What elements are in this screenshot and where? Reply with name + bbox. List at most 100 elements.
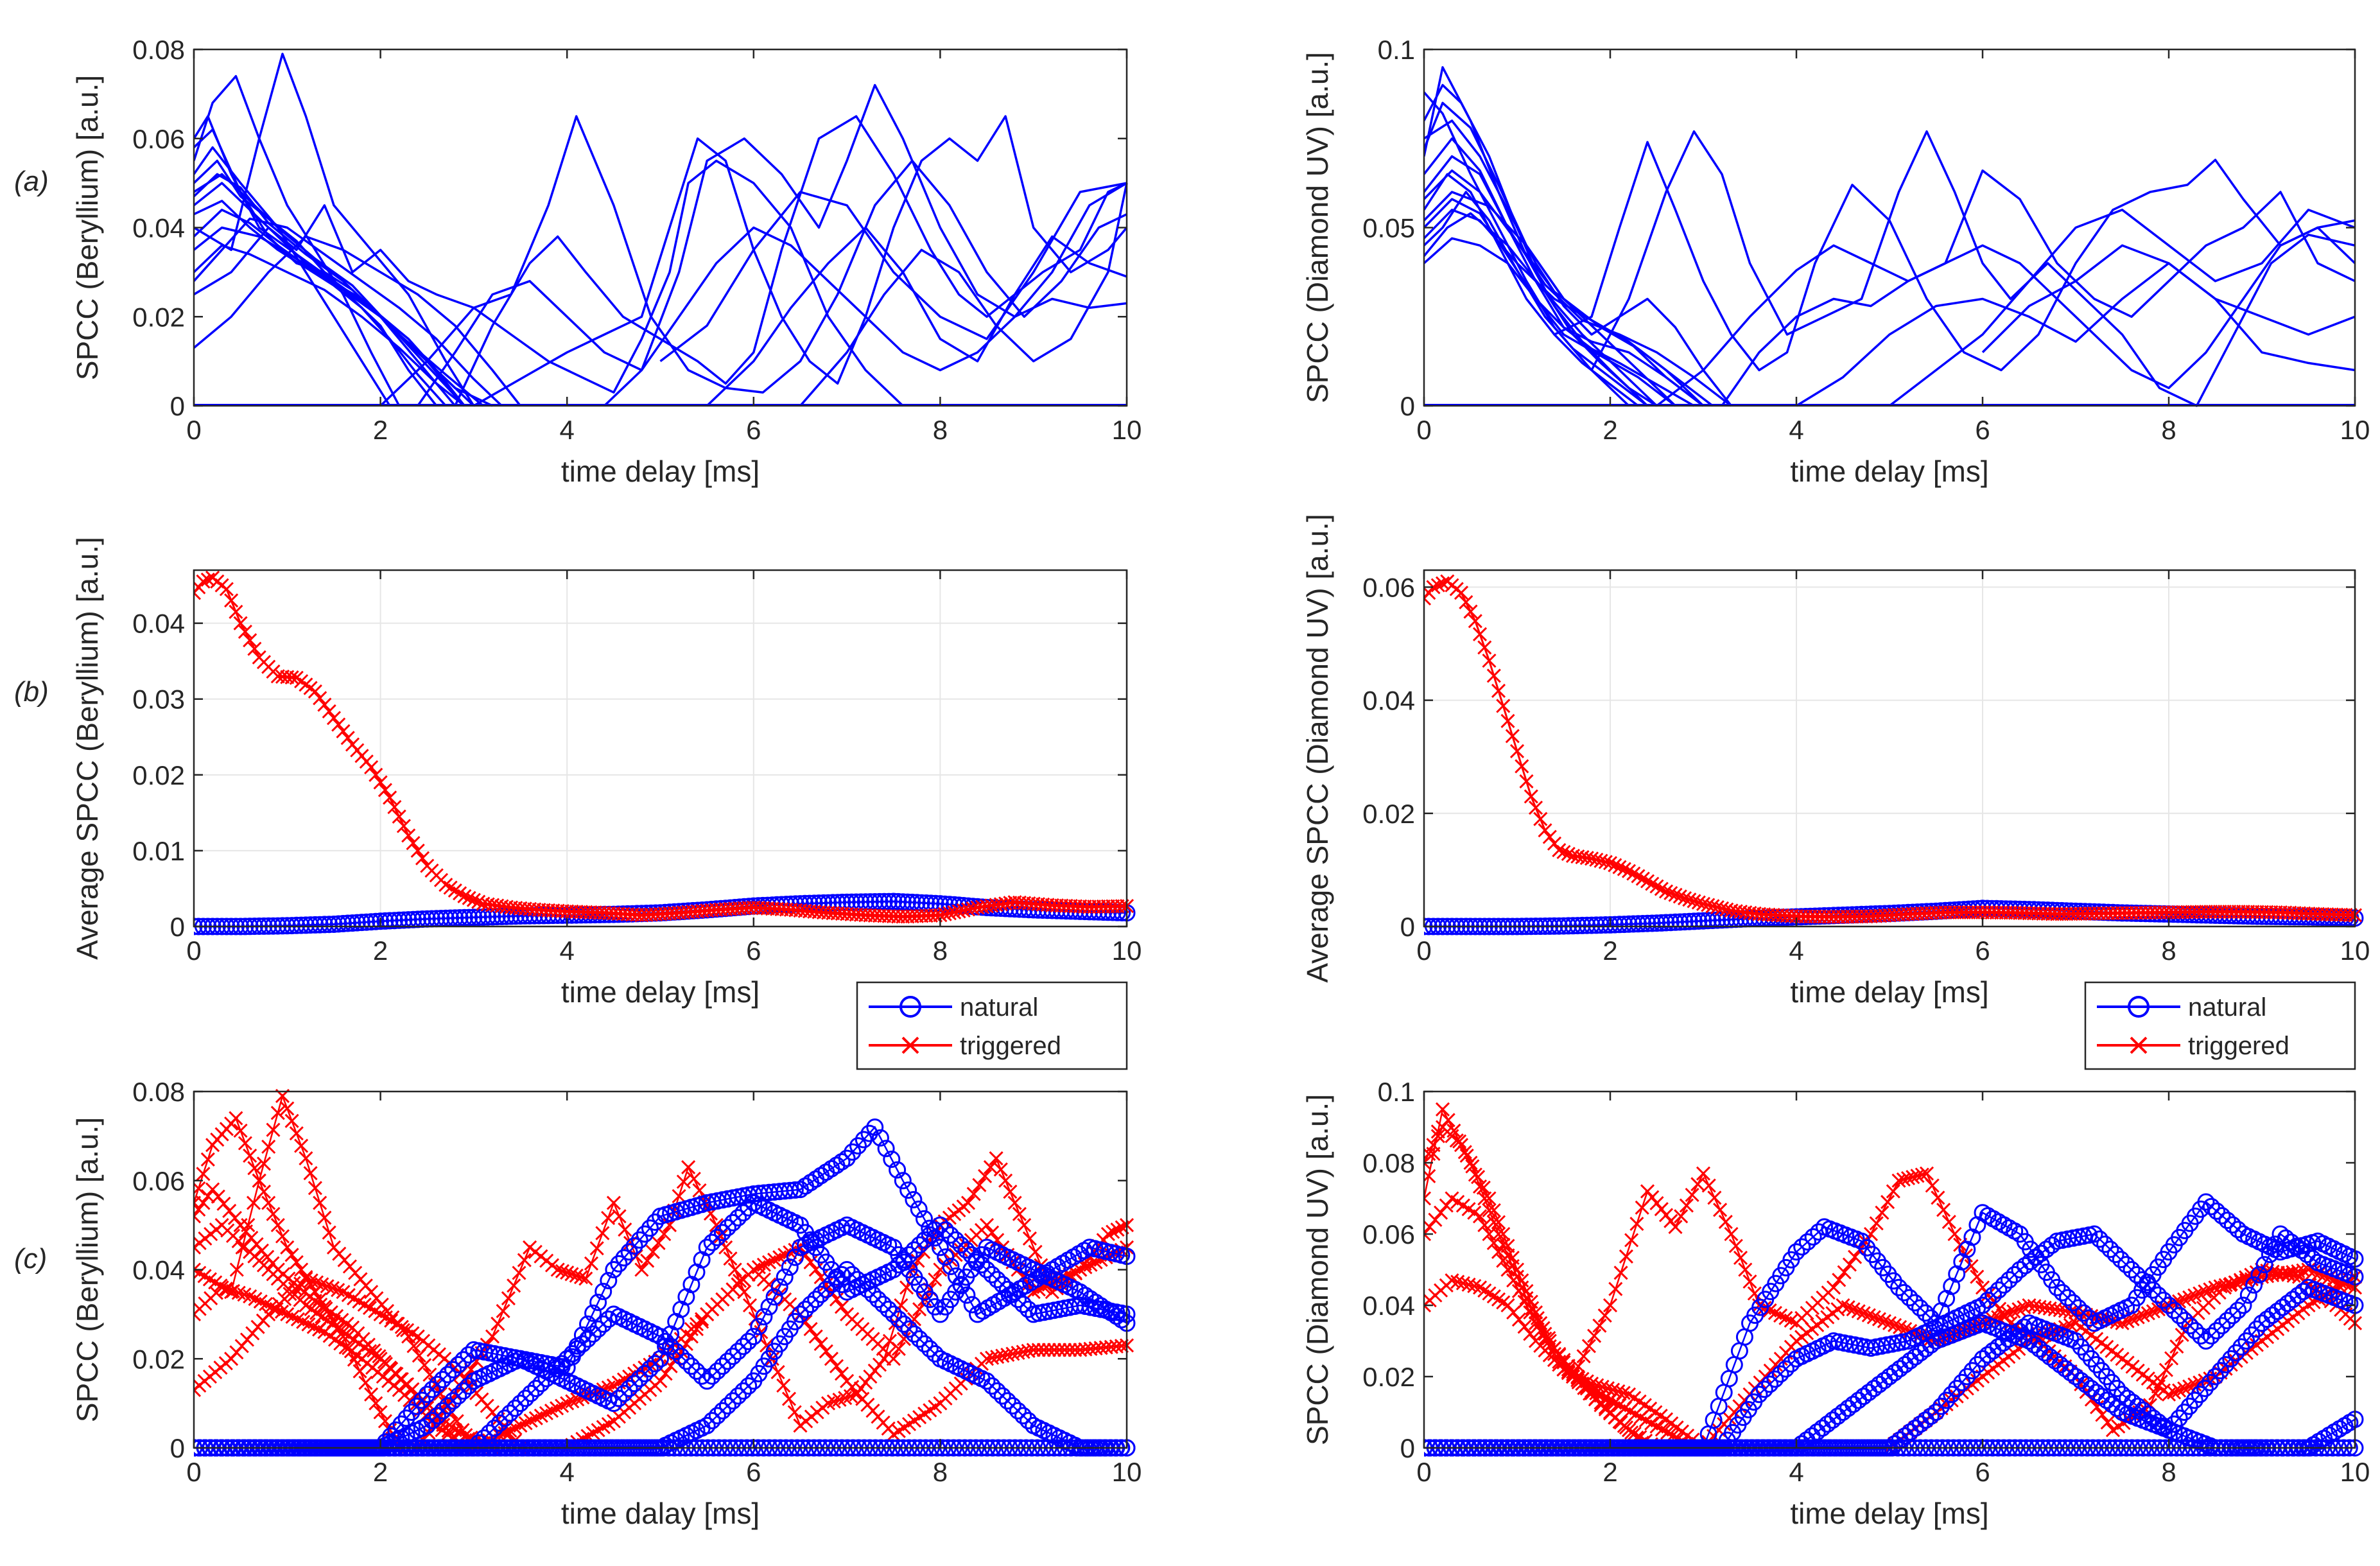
natural-marker xyxy=(937,1221,954,1239)
triggered-marker xyxy=(1468,1167,1482,1182)
triggered-marker xyxy=(1687,894,1701,909)
triggered-marker xyxy=(560,1396,575,1411)
triggered-marker xyxy=(227,1210,242,1226)
triggered-marker xyxy=(1441,1113,1455,1127)
natural-marker xyxy=(667,1343,685,1361)
natural-marker xyxy=(1113,1310,1131,1328)
natural-marker xyxy=(2155,1417,2173,1435)
triggered-marker xyxy=(1486,668,1501,683)
natural-marker xyxy=(1943,1386,1961,1404)
triggered-marker xyxy=(653,1373,668,1388)
triggered-marker xyxy=(1613,1266,1628,1280)
triggered-marker xyxy=(1509,744,1525,758)
natural-marker xyxy=(428,1375,446,1393)
triggered-marker xyxy=(1523,1327,1538,1341)
legend-item-natural: natural xyxy=(869,993,1038,1022)
triggered-marker xyxy=(1996,1308,2011,1323)
triggered-marker xyxy=(1430,578,1445,593)
natural-marker xyxy=(404,910,422,928)
chart-c-right: 0 2 4 6 8 10 0 0.02 0.04 0.06 0.08 0.1 time delay [m… xyxy=(1301,1077,2370,1530)
triggered-marker xyxy=(1877,1314,1891,1328)
natural-marker xyxy=(838,1261,856,1278)
natural-marker xyxy=(2175,1404,2193,1421)
triggered-marker xyxy=(601,1210,616,1226)
natural-marker xyxy=(910,1236,928,1254)
natural-marker xyxy=(532,1375,550,1393)
natural-marker xyxy=(781,1258,799,1276)
natural-marker xyxy=(770,1278,788,1296)
triggered-marker xyxy=(247,641,262,656)
y-tick-label: 0.01 xyxy=(132,836,185,866)
triggered-marker xyxy=(1533,812,1548,826)
triggered-marker xyxy=(1597,1308,1612,1323)
triggered-marker xyxy=(1842,1257,1857,1272)
triggered-marker xyxy=(1430,1124,1445,1139)
natural-marker xyxy=(2202,1327,2220,1345)
natural-marker xyxy=(2248,1320,2266,1338)
triggered-marker xyxy=(261,1196,276,1210)
chart-a-right: 0 2 4 6 8 10 0 0.05 0.1 time delay [ms] SPCC (Diam… xyxy=(1301,35,2370,488)
x-tick-label: 0 xyxy=(186,935,201,966)
natural-marker xyxy=(605,1395,623,1413)
triggered-marker xyxy=(1598,855,1613,869)
natural-marker xyxy=(1974,1296,1992,1314)
triggered-marker xyxy=(200,1152,215,1167)
natural-marker xyxy=(2149,1286,2167,1304)
natural-marker xyxy=(1927,1404,1945,1421)
natural-marker xyxy=(2176,1312,2194,1330)
triggered-marker xyxy=(1457,1145,1472,1160)
natural-marker xyxy=(449,1356,467,1373)
natural-marker xyxy=(776,1268,794,1286)
triggered-marker xyxy=(378,783,392,797)
natural-marker xyxy=(921,1340,939,1358)
natural-marker xyxy=(848,1271,866,1289)
triggered-marker xyxy=(1919,1166,1934,1181)
series-line-t16 xyxy=(473,115,1128,407)
triggered-marker xyxy=(966,1187,981,1201)
triggered-marker xyxy=(322,704,336,718)
natural-marker xyxy=(755,1308,773,1326)
chart-b-right: 0 2 4 6 8 10 0 0.02 0.04 0.06 time delay [ms] Avera… xyxy=(1301,514,2370,1070)
triggered-marker xyxy=(732,1273,747,1288)
natural-marker xyxy=(931,1239,949,1257)
natural-marker xyxy=(1761,1375,1779,1393)
natural-marker xyxy=(1922,1407,1940,1425)
triggered-marker xyxy=(1523,1305,1538,1320)
natural-marker xyxy=(491,1414,508,1432)
triggered-marker xyxy=(1931,1190,1945,1205)
triggered-marker xyxy=(247,1161,262,1176)
natural-marker xyxy=(2185,1391,2203,1409)
triggered-marker xyxy=(2182,1290,2197,1305)
series-line-t12 xyxy=(194,159,904,407)
natural-marker xyxy=(662,1337,680,1355)
triggered-marker xyxy=(723,1251,738,1266)
triggered-marker xyxy=(2146,1304,2160,1319)
y-tick-label: 0.06 xyxy=(132,124,185,154)
triggered-marker xyxy=(229,1111,243,1126)
triggered-marker xyxy=(1970,1269,1985,1284)
natural-marker xyxy=(713,1357,731,1375)
natural-marker xyxy=(993,1387,1011,1405)
natural-marker xyxy=(385,912,403,930)
natural-marker xyxy=(381,912,399,930)
natural-marker xyxy=(708,1228,726,1246)
natural-marker xyxy=(646,1355,664,1373)
natural-marker xyxy=(877,1140,895,1158)
x-tick-label: 4 xyxy=(560,1457,575,1487)
triggered-marker xyxy=(517,1253,532,1267)
natural-marker xyxy=(2207,1368,2224,1386)
triggered-marker xyxy=(1941,1215,1956,1230)
triggered-marker xyxy=(1896,1172,1911,1187)
triggered-marker xyxy=(1486,1203,1501,1218)
triggered-marker xyxy=(512,1266,526,1280)
axes-box xyxy=(193,569,1128,928)
triggered-marker xyxy=(1424,1191,1432,1206)
natural-marker xyxy=(988,1382,1006,1400)
natural-marker xyxy=(498,907,516,925)
natural-marker xyxy=(2232,1338,2250,1356)
natural-marker xyxy=(358,913,376,931)
natural-marker xyxy=(866,1118,884,1136)
natural-marker xyxy=(713,1402,731,1420)
triggered-marker xyxy=(2175,1327,2189,1343)
x-tick-label: 10 xyxy=(2340,415,2370,445)
